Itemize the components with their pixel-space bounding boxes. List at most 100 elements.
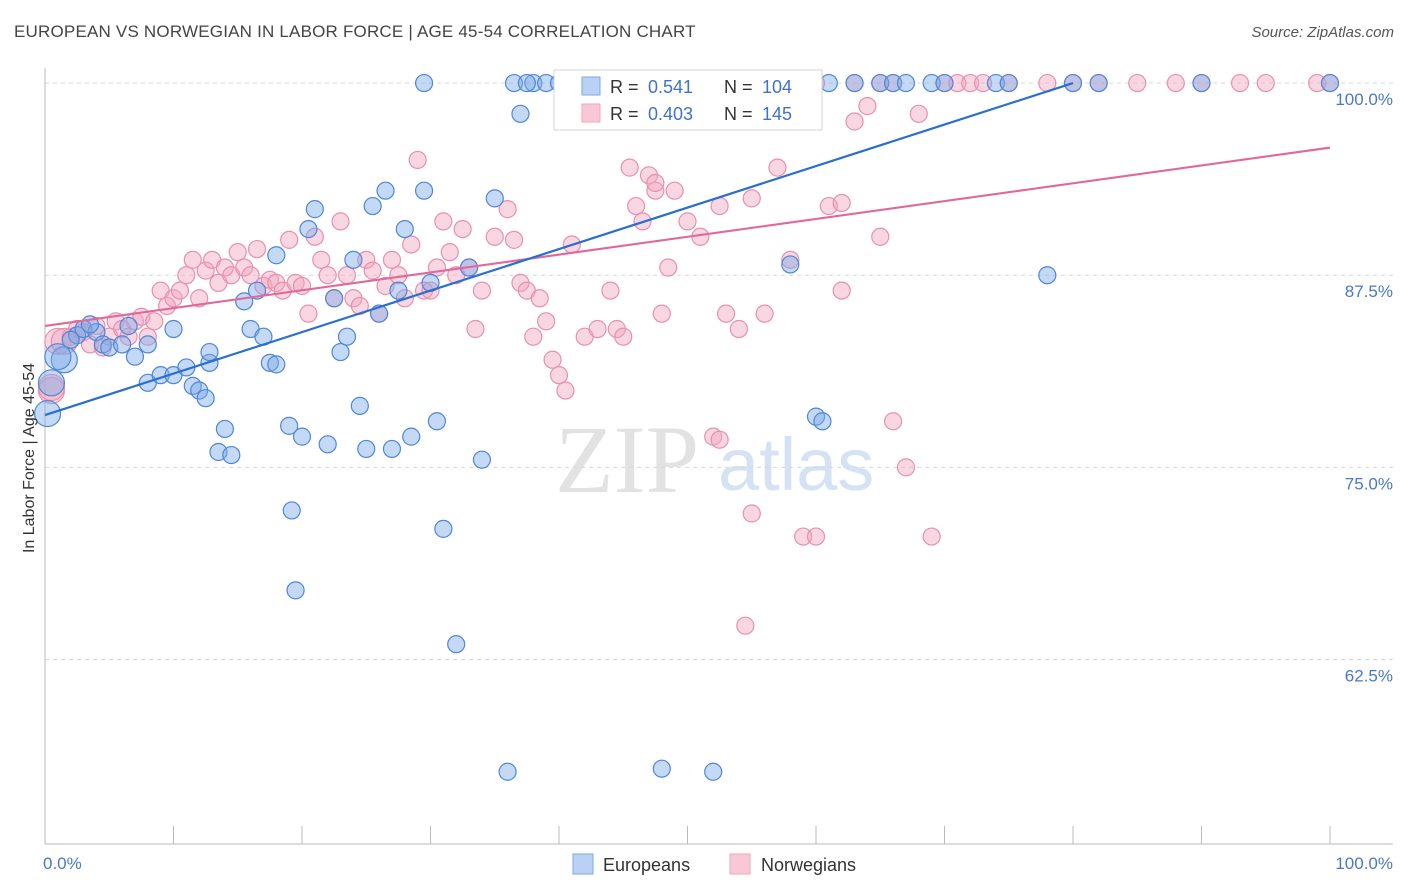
europeans-point-47 [382,439,402,459]
europeans-point-12 [138,335,157,354]
norwegians-point-75 [543,350,562,369]
norwegians-point-110 [896,458,916,477]
norwegians-r-value: 0.403 [648,104,693,124]
norwegians-point-42 [318,266,337,285]
norwegians-point-80 [588,319,607,339]
norwegians-point-91 [665,181,684,200]
norwegians-point-102 [794,527,813,546]
norwegians-point-72 [524,327,543,346]
norwegians-point-101 [781,250,800,269]
norwegians-point-19 [170,281,190,300]
europeans-r-label: R = [610,77,639,97]
norwegians-point-45 [337,266,357,285]
europeans-point-46 [376,181,395,200]
europeans-point-38 [325,289,344,308]
europeans-point-39 [331,342,350,362]
europeans-point-96 [781,255,800,274]
europeans-point-14 [164,319,183,339]
europeans-point-51 [414,181,434,200]
x-tick-label-min: 0.0% [43,854,82,873]
europeans-point-37 [318,435,337,454]
europeans-point-92 [1320,73,1340,93]
europeans-point-57 [472,450,491,469]
norwegians-point-30 [241,266,260,285]
norwegians-point-39 [299,304,318,323]
norwegians-point-48 [357,250,376,269]
europeans-points [33,73,1340,781]
norwegians-n-value: 145 [762,104,792,124]
norwegians-point-96 [716,304,736,323]
legend-europeans-label: Europeans [603,855,690,875]
norwegians-point-92 [678,212,697,231]
norwegians-swatch [581,103,601,123]
europeans-point-35 [299,219,318,239]
norwegians-n-label: N = [724,104,753,124]
europeans-point-40 [337,327,357,346]
europeans-point-99 [44,343,72,371]
norwegians-point-114 [948,73,967,93]
y-tick-label-3: 62.5% [1345,667,1393,686]
norwegians-point-28 [228,243,247,262]
norwegians-point-106 [845,112,864,131]
norwegians-point-61 [440,243,459,262]
norwegians-point-116 [973,73,993,93]
norwegians-point-108 [871,227,890,246]
axes [44,68,1393,845]
europeans-point-8 [112,335,132,354]
europeans-point-82 [871,73,890,93]
europeans-point-58 [485,189,504,208]
europeans-point-55 [447,635,466,654]
europeans-point-90 [1089,73,1108,93]
europeans-point-60 [511,104,530,123]
europeans-point-97 [1038,266,1057,285]
europeans-point-50 [402,427,421,446]
europeans-point-44 [363,196,382,216]
europeans-point-61 [524,73,543,93]
europeans-point-23 [222,445,241,465]
trend-lines [44,82,1331,417]
norwegians-point-122 [1166,73,1185,93]
europeans-point-29 [267,355,286,374]
y-axis-title: In Labor Force | Age 45-54 [21,363,38,553]
europeans-point-30 [267,246,286,265]
norwegians-point-77 [556,381,575,400]
europeans-point-88 [999,73,1018,93]
europeans-point-85 [922,73,941,93]
norwegians-point-65 [466,319,485,339]
europeans-point-42 [350,396,369,415]
europeans-point-49 [395,219,414,239]
norwegians-point-76 [549,366,569,385]
europeans-point-33 [286,581,305,600]
norwegians-point-90 [659,258,678,277]
norwegians-point-89 [652,304,671,323]
chart-title: EUROPEAN VS NORWEGIAN IN LABOR FORCE | A… [14,22,696,41]
europeans-point-22 [215,419,234,439]
norwegians-point-125 [1256,73,1275,93]
watermark-atlas: atlas [718,423,874,506]
europeans-point-94 [704,762,723,781]
norwegians-point-111 [909,104,928,123]
norwegians-point-14 [138,327,157,346]
europeans-point-36 [305,200,324,219]
watermark-zip: ZIP [555,406,699,513]
x-tick-label-max: 100.0% [1335,854,1393,873]
europeans-n-label: N = [724,77,753,97]
legend-norwegians-label: Norwegians [761,855,856,875]
europeans-point-64 [517,73,536,93]
europeans-point-95 [652,759,671,778]
norwegians-point-20 [177,266,196,285]
norwegians-point-97 [729,319,749,339]
norwegians-point-41 [312,250,331,269]
norwegians-point-31 [247,239,267,259]
europeans-swatch [581,76,601,96]
norwegians-point-85 [626,196,646,216]
europeans-point-91 [1192,73,1211,93]
europeans-r-value: 0.541 [648,77,693,97]
norwegians-point-134 [742,189,761,208]
gridlines [45,82,1395,661]
europeans-point-16 [183,376,202,395]
europeans-point-34 [292,427,312,446]
norwegians-point-63 [453,219,472,239]
norwegians-point-23 [196,261,215,280]
